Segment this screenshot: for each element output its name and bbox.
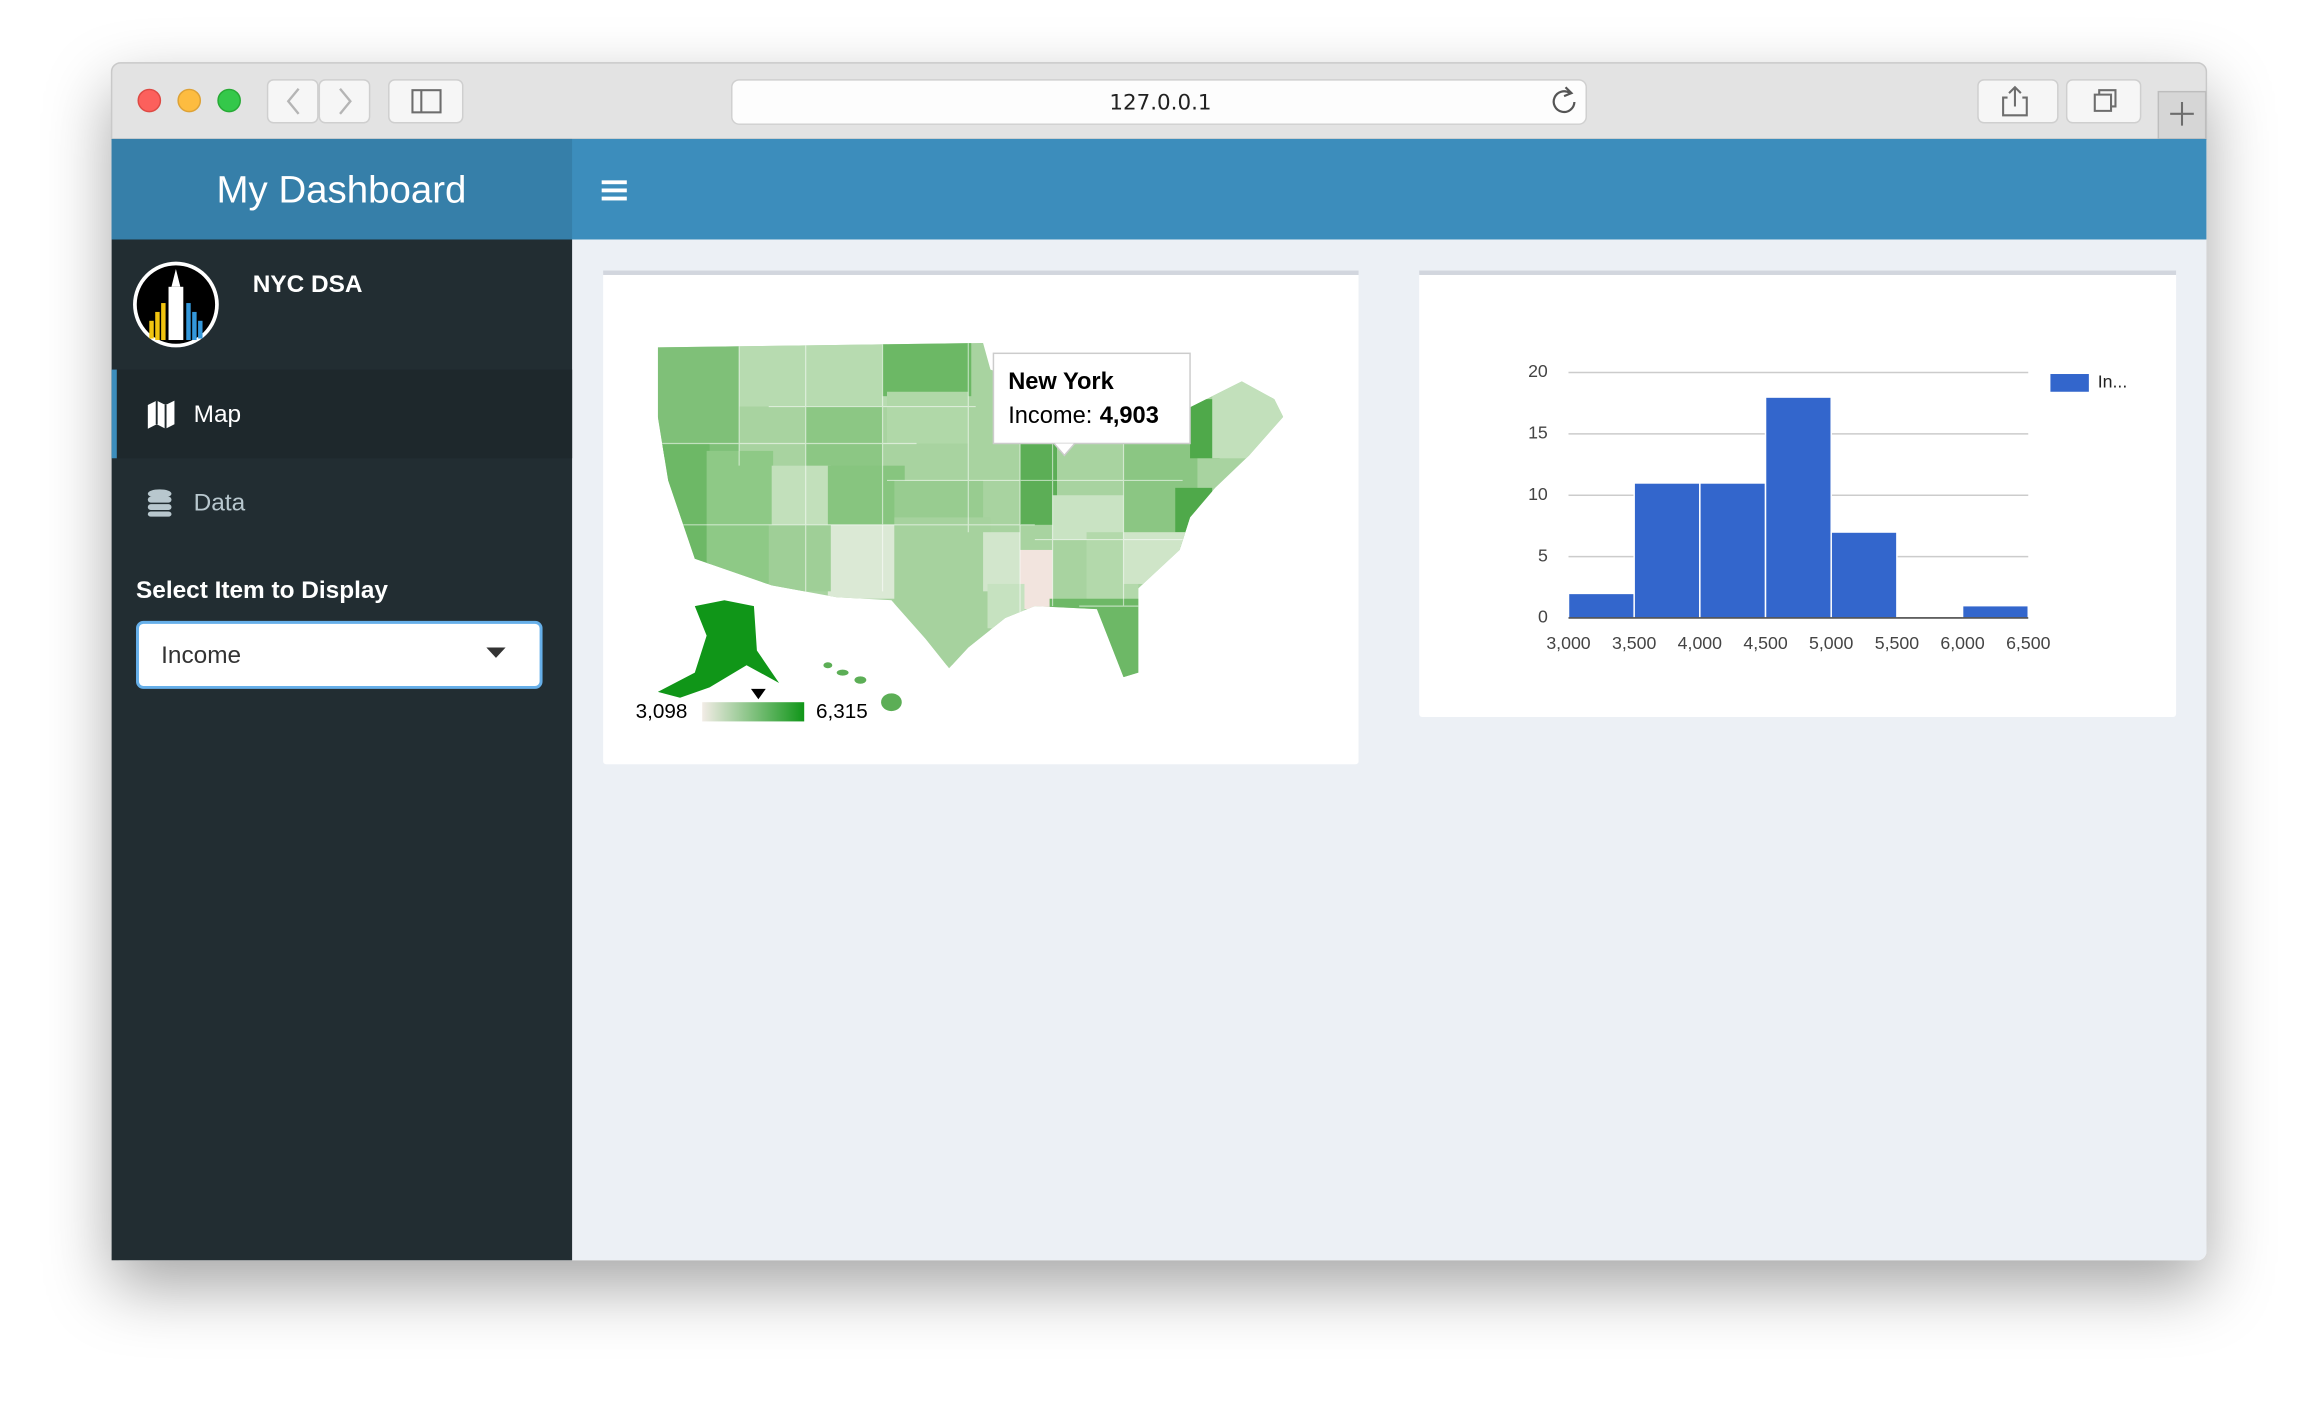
menu-item-label[interactable]: Map	[194, 401, 241, 428]
back-icon	[286, 87, 300, 115]
zoom-button[interactable]	[217, 88, 241, 113]
tooltip-line: Income: 4,903	[1008, 403, 1159, 429]
logo-area	[111, 138, 573, 240]
new-tab-icon	[2170, 102, 2194, 126]
url: 127.0.0.1	[1109, 90, 1211, 115]
legend-max: 6,315	[816, 700, 868, 723]
y-tick-label: 0	[1538, 607, 1548, 627]
select-caret	[486, 647, 506, 658]
sidebar-button[interactable]	[388, 79, 464, 124]
legend-gradient	[702, 702, 805, 722]
data-icon	[147, 489, 172, 517]
close-button[interactable]	[137, 88, 162, 113]
bar	[1633, 482, 1701, 619]
address-bar[interactable]	[731, 79, 1587, 125]
reload-icon[interactable]	[1552, 90, 1576, 114]
bar	[1830, 531, 1898, 619]
bar	[1567, 592, 1635, 619]
share-icon	[2002, 85, 2028, 117]
menu-toggle[interactable]	[601, 180, 627, 201]
forward-button[interactable]	[318, 79, 371, 124]
reload-arrow	[1563, 86, 1574, 98]
share-button[interactable]	[1977, 79, 2059, 124]
tooltip-label: Income:	[1008, 403, 1092, 429]
x-tick-label: 5,000	[1809, 633, 1853, 653]
user-name: NYC DSA	[253, 271, 363, 298]
menu-item-label[interactable]: Data	[194, 490, 246, 517]
y-tick-label: 5	[1538, 545, 1548, 565]
bar	[1764, 396, 1832, 619]
box-top-border	[1419, 270, 2177, 275]
y-tick-label: 10	[1528, 484, 1548, 504]
x-tick-label: 3,000	[1546, 633, 1590, 653]
y-tick-label: 20	[1528, 361, 1548, 381]
active-indicator	[111, 369, 117, 459]
tooltip-value: 4,903	[1100, 403, 1159, 429]
sidebar-icon	[411, 89, 442, 114]
avatar-logo	[149, 269, 203, 341]
tabs-button[interactable]	[2065, 79, 2142, 124]
minimize-button[interactable]	[177, 88, 202, 113]
alaska	[657, 600, 780, 698]
legend-swatch	[2050, 374, 2089, 392]
tooltip-pointer	[1053, 443, 1076, 457]
legend-min: 3,098	[636, 700, 688, 723]
x-tick-label: 6,500	[2006, 633, 2050, 653]
tabs-icon	[2093, 89, 2117, 112]
x-tick-label: 4,000	[1678, 633, 1722, 653]
select-value: Income	[161, 642, 241, 669]
map-icon	[147, 400, 175, 429]
tooltip-title: New York	[1008, 369, 1114, 395]
x-tick-label: 5,500	[1875, 633, 1919, 653]
x-tick-label: 3,500	[1612, 633, 1656, 653]
forward-icon	[339, 87, 352, 115]
x-tick-label: 4,500	[1743, 633, 1787, 653]
back-button[interactable]	[266, 79, 319, 124]
bar	[1699, 482, 1767, 619]
legend-marker	[750, 688, 766, 700]
y-tick-label: 15	[1528, 423, 1548, 443]
select-box[interactable]	[136, 620, 543, 689]
menu-item-active[interactable]	[111, 369, 573, 459]
select-label: Select Item to Display	[136, 577, 388, 604]
box-top-border	[603, 270, 1359, 275]
map-icon-folds	[155, 400, 167, 429]
hawaii	[823, 662, 902, 712]
histogram: 0 5 10 15 20 3,000 3,500 4,000 4,500 5,000 5,500 6,…	[1528, 361, 2127, 653]
x-tick-label: 6,000	[1940, 633, 1984, 653]
bar	[1961, 604, 2029, 619]
legend-label: In...	[2098, 372, 2128, 392]
map-tooltip	[992, 352, 1191, 445]
dashboard-title: My Dashboard	[217, 168, 467, 211]
